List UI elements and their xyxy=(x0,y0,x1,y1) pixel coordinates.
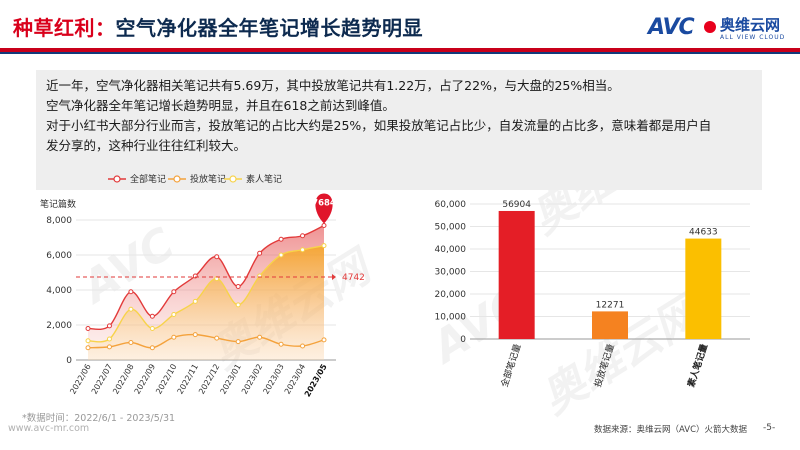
paid-notes-point xyxy=(171,334,177,340)
paid-notes-point xyxy=(85,345,91,351)
organic-notes-point xyxy=(149,326,155,331)
total-notes-point xyxy=(257,250,263,256)
y-tick-label: 0 xyxy=(66,356,72,366)
total-notes-point xyxy=(278,236,284,242)
bar xyxy=(498,210,535,339)
paid-notes-point xyxy=(278,341,284,347)
header-divider-red xyxy=(0,48,800,52)
organic-notes-point xyxy=(278,252,284,258)
legend-label: 全部笔记 xyxy=(130,173,166,185)
total-notes-point xyxy=(214,254,220,260)
organic-notes-point xyxy=(235,302,241,308)
y-tick-label: 0 xyxy=(460,335,466,345)
y-tick-label: 50,000 xyxy=(435,223,467,233)
legend-label: 素人笔记 xyxy=(246,173,282,185)
summary-box: 近一年，空气净化器相关笔记共有5.69万，其中投放笔记共有1.22万，占了22%… xyxy=(36,70,762,190)
data-source: 数据来源：奥维云网（AVC）火箭大数据 xyxy=(594,425,748,435)
logo-cn: 奥维云网 xyxy=(720,16,781,34)
organic-notes-point xyxy=(171,312,177,317)
organic-notes-point xyxy=(300,247,306,253)
paid-notes-point xyxy=(321,337,327,343)
summary-line-3: 对于小红书大部分行业而言，投放笔记的占比大约是25%，如果投放笔记占比少，自发流… xyxy=(46,118,712,133)
y-tick-label: 6,000 xyxy=(46,251,72,261)
bar-value-label: 56904 xyxy=(502,200,531,210)
title-lead: 种草红利： xyxy=(13,16,116,40)
y-axis-label: 笔记篇数 xyxy=(40,198,76,210)
summary-line-4: 发分享的，这种行业往往红利较大。 xyxy=(46,138,247,153)
legend-label: 投放笔记 xyxy=(190,173,226,185)
y-tick-label: 4,000 xyxy=(46,286,72,296)
logo-en: ALL VIEW CLOUD xyxy=(720,34,786,41)
avc-logo: AVC 奥维云网 ALL VIEW CLOUD xyxy=(648,13,798,47)
x-category-label: 投放笔记量 xyxy=(592,342,617,389)
total-notes-point xyxy=(85,326,91,331)
organic-notes-point xyxy=(128,306,134,312)
notes-volume-bar-chart: 0 10,000 20,000 30,000 40,000 50,000 60,000 全部… xyxy=(435,200,750,389)
paid-notes-point xyxy=(235,339,241,345)
y-tick-label: 2,000 xyxy=(46,321,72,331)
paid-notes-point xyxy=(106,344,112,350)
paid-notes-point xyxy=(257,334,263,340)
y-tick-label: 40,000 xyxy=(435,245,467,255)
peak-value-label: 7684 xyxy=(312,199,336,209)
summary-line-2: 空气净化器全年笔记增长趋势明显，并且在618之前达到峰值。 xyxy=(46,98,395,113)
x-category-label: 素人笔记量 xyxy=(685,342,710,389)
total-notes-point xyxy=(300,233,306,239)
paid-notes-point xyxy=(128,340,134,345)
summary-line-1: 近一年，空气净化器相关笔记共有5.69万，其中投放笔记共有1.22万，占了22%… xyxy=(46,78,620,93)
reference-value-label: 4742 xyxy=(342,273,365,283)
legend-marker-icon xyxy=(113,175,121,183)
website-url: www.avc-mr.com xyxy=(8,423,90,434)
page-title: 种草红利：空气净化器全年笔记增长趋势明显 xyxy=(13,12,423,41)
x-category-label: 全部笔记量 xyxy=(498,342,523,389)
organic-notes-area xyxy=(88,245,324,360)
y-tick-label: 20,000 xyxy=(435,290,467,300)
total-notes-point xyxy=(106,323,112,329)
title-rest: 空气净化器全年笔记增长趋势明显 xyxy=(115,16,423,40)
bar-value-label: 44633 xyxy=(689,228,718,238)
header-divider-blue xyxy=(0,52,800,54)
paid-notes-point xyxy=(214,335,220,341)
y-tick-label: 8,000 xyxy=(46,216,72,226)
page-number: -5- xyxy=(763,423,776,433)
reference-arrow-icon xyxy=(332,274,336,281)
paid-notes-point xyxy=(149,345,155,351)
legend-marker-icon xyxy=(173,175,181,183)
peak-marker-pin-icon xyxy=(315,193,333,224)
total-notes-point xyxy=(235,284,241,289)
total-notes-point xyxy=(321,223,327,229)
organic-notes-point xyxy=(192,298,198,304)
header: 种草红利：空气净化器全年笔记增长趋势明显 AVC 奥维云网 ALL VIEW C… xyxy=(0,0,800,56)
bar xyxy=(685,238,722,339)
y-tick-label: 10,000 xyxy=(435,313,467,323)
organic-notes-point xyxy=(106,336,112,342)
total-notes-point xyxy=(171,289,177,295)
legend-marker-icon xyxy=(229,175,237,183)
bar-value-label: 12271 xyxy=(596,300,625,310)
paid-notes-point xyxy=(192,332,198,338)
organic-notes-point xyxy=(85,338,91,344)
notes-trend-chart: 全部笔记 投放笔记 素人笔记 笔记篇数 4742 0 2,000 4,000 6,000 8… xyxy=(40,173,365,398)
data-time-note: *数据时间：2022/6/1 - 2023/5/31 xyxy=(22,413,176,424)
paid-notes-point xyxy=(300,343,306,349)
y-tick-label: 60,000 xyxy=(435,200,467,210)
chart-legend: 全部笔记 投放笔记 素人笔记 xyxy=(108,173,282,185)
logo-text: AVC xyxy=(648,15,695,40)
total-notes-point xyxy=(128,289,134,295)
organic-notes-point xyxy=(321,243,327,249)
bar xyxy=(592,311,628,339)
logo-dot-icon xyxy=(704,21,716,33)
total-notes-point xyxy=(149,313,155,319)
y-tick-label: 30,000 xyxy=(435,268,467,278)
